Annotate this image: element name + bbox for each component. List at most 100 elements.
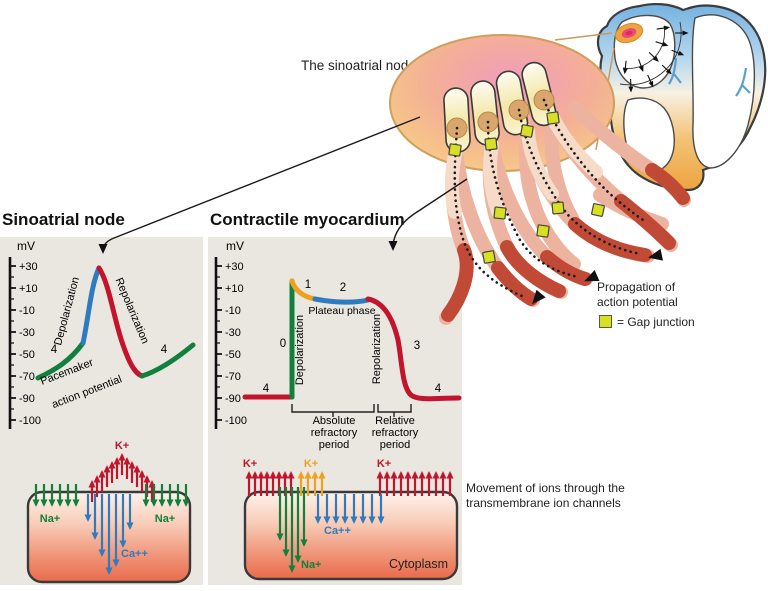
gap-junction-icon xyxy=(493,206,507,220)
relative-refractory-line2: refractory xyxy=(372,427,419,439)
cm-action-potential-curve xyxy=(242,278,462,402)
ion-movement-line1: Movement of ions through the xyxy=(466,481,625,495)
cm-voltage-axis: mV +30 +10 -10 -30 -50 -70 -90 -100 xyxy=(214,239,247,429)
sa-na-left-label: Na+ xyxy=(40,513,61,525)
absolute-refractory-line2: refractory xyxy=(311,427,358,439)
cm-panel-title: Contractile myocardium xyxy=(210,210,405,229)
heart-right-atrium xyxy=(613,14,676,89)
sa-panel-title: Sinoatrial node xyxy=(2,210,125,229)
cm-k-mid-label: K+ xyxy=(304,458,318,470)
conduction-fan-arrows xyxy=(622,25,689,93)
cytoplasm-label: Cytoplasm xyxy=(389,557,448,571)
gap-junction-icon xyxy=(591,203,605,217)
cm-tick-label: -90 xyxy=(225,393,241,405)
cm-k-efflux-mid-arrows xyxy=(297,471,326,496)
cm-depolarization-label: Depolarization xyxy=(294,315,306,385)
cm-phase2: 2 xyxy=(340,282,346,294)
sa-na-influx-arrows xyxy=(32,484,190,507)
sa-ca-label: Ca++ xyxy=(121,548,148,560)
cm-ca-label: Ca++ xyxy=(324,525,351,537)
gap-junction-icon xyxy=(551,201,565,215)
heart-wall xyxy=(596,3,767,192)
gap-junction-swatch xyxy=(599,315,612,328)
cm-phase3: 3 xyxy=(414,340,420,352)
gap-junction-icon xyxy=(482,250,496,264)
absolute-refractory-line1: Absolute xyxy=(313,415,356,427)
cm-ca-influx-arrows xyxy=(314,494,385,524)
cm-k-right-label: K+ xyxy=(377,458,391,470)
cm-tick-label: +30 xyxy=(225,261,244,273)
cm-ion-cell: K+ K+ K+ Na+ Ca++ Cytoplasm xyxy=(243,458,459,581)
sa-na-right-label: Na+ xyxy=(155,513,176,525)
cm-na-label: Na+ xyxy=(301,559,322,571)
cm-panel-graphic: mV +30 +10 -10 -30 -50 -70 -90 -100 0 1 … xyxy=(214,239,462,581)
propagation-paths xyxy=(453,98,648,298)
sa-tick-label: -30 xyxy=(19,327,35,339)
relative-refractory-line3: period xyxy=(380,439,411,451)
cell-nucleus xyxy=(508,99,530,121)
gap-junction-icon xyxy=(448,143,462,157)
sa-phase4-right: 4 xyxy=(161,344,168,356)
cell-nucleus xyxy=(446,117,468,139)
sa-axis-unit: mV xyxy=(17,239,35,253)
sa-tick-label: -50 xyxy=(19,349,35,361)
gap-junction-icon xyxy=(484,137,498,151)
sa-tick-label: -10 xyxy=(19,305,35,317)
sa-k-label: K+ xyxy=(115,440,129,452)
gap-junctions xyxy=(448,111,605,264)
pacemaker-cell xyxy=(470,80,500,146)
gap-junction-icon xyxy=(546,111,560,125)
heart-left-chamber xyxy=(691,14,756,169)
cm-panel: mV +30 +10 -10 -30 -50 -70 -90 -100 0 1 … xyxy=(208,237,462,585)
sa-panel: mV +30 +10 -10 -30 -50 -70 -90 -100 4 4 … xyxy=(0,237,203,585)
cm-tick-label: +10 xyxy=(225,283,244,295)
sa-phase4-left: 4 xyxy=(51,344,58,356)
sa-tick-label: -90 xyxy=(19,393,35,405)
propagation-arrowhead-icon xyxy=(532,289,546,305)
sa-tick-label: +10 xyxy=(19,283,38,295)
cm-na-influx-arrows xyxy=(276,487,308,573)
ion-movement-label: Movement of ions through the transmembra… xyxy=(466,481,625,511)
cm-k-left-label: K+ xyxy=(243,458,257,470)
pacemaker-cell xyxy=(443,87,471,153)
propagation-label-line2: action potential xyxy=(597,295,678,309)
pacemaker-cell xyxy=(521,61,557,127)
absolute-refractory-line3: period xyxy=(319,439,350,451)
sa-tick-label: +30 xyxy=(19,261,38,273)
pacemaker-cell xyxy=(495,70,529,136)
sa-tick-label: -100 xyxy=(19,415,41,427)
propagation-label: Propagation of action potential xyxy=(597,280,678,310)
cell-nucleus xyxy=(533,89,555,111)
sa-panel-graphic: mV +30 +10 -10 -30 -50 -70 -90 -100 4 4 … xyxy=(8,239,196,584)
sa-action-potential-curve xyxy=(35,265,196,381)
cm-phase4-left: 4 xyxy=(263,383,270,395)
cm-tick-label: -50 xyxy=(225,349,241,361)
heart-right-ventricle xyxy=(623,97,675,173)
relative-refractory-line1: Relative xyxy=(375,415,415,427)
gap-junction-icon xyxy=(536,224,550,238)
gap-junction-icon xyxy=(520,124,534,138)
heart-illustration xyxy=(596,3,767,192)
conduction-fan-arcs xyxy=(619,21,682,86)
cm-tick-label: -10 xyxy=(225,305,241,317)
sa-depolarization-label: Depolarization xyxy=(52,276,82,347)
cm-tick-label: -100 xyxy=(225,415,247,427)
propagation-arrowhead-icon xyxy=(648,248,664,261)
ion-movement-line2: transmembrane ion channels xyxy=(466,496,621,510)
cm-plateau-label: Plateau phase xyxy=(308,305,375,317)
heart-sa-node xyxy=(614,22,644,44)
cm-k-efflux-right-arrows xyxy=(376,471,454,496)
cm-phase0: 0 xyxy=(280,338,286,350)
cm-axis-unit: mV xyxy=(226,239,244,253)
sa-node-oval xyxy=(389,34,615,172)
propagation-label-line1: Propagation of xyxy=(597,280,676,294)
gap-junction-label: = Gap junction xyxy=(617,315,695,329)
sa-voltage-axis: mV +30 +10 -10 -30 -50 -70 -90 -100 xyxy=(8,239,41,429)
valve-flaps xyxy=(668,57,751,97)
sa-ion-cell: K+ Na+ Na+ Ca++ xyxy=(26,440,192,584)
cm-tick-label: -30 xyxy=(225,327,241,339)
cm-phase4-right: 4 xyxy=(435,383,442,395)
cell-nucleus xyxy=(477,111,499,133)
sa-ca-influx-arrows xyxy=(84,494,134,575)
